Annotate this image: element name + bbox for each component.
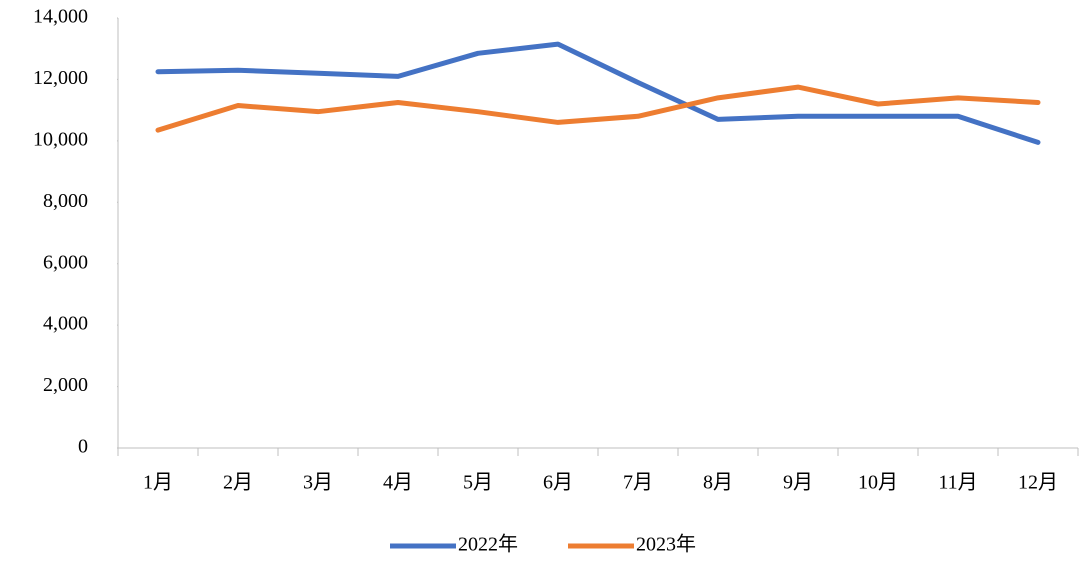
x-tick-label: 4月 — [383, 472, 413, 494]
x-tick-label: 10月 — [858, 472, 898, 494]
y-tick-label: 14,000 — [33, 6, 88, 28]
y-tick-label: 10,000 — [33, 128, 88, 150]
x-tick-label: 6月 — [543, 472, 573, 494]
y-tick-label: 6,000 — [43, 251, 88, 273]
x-tick-label: 1月 — [143, 472, 173, 494]
y-tick-label: 0 — [78, 436, 88, 458]
legend-label: 2023年 — [636, 533, 696, 556]
x-tick-label: 11月 — [938, 472, 977, 494]
x-tick-label: 9月 — [783, 472, 813, 494]
series-line — [155, 84, 1041, 133]
legend-label: 2022年 — [458, 533, 518, 556]
y-tick-label: 8,000 — [43, 190, 88, 212]
x-tick-label: 3月 — [303, 472, 333, 494]
y-tick-label: 12,000 — [33, 67, 88, 89]
x-tick-label: 5月 — [463, 472, 493, 494]
x-tick-label: 2月 — [223, 472, 253, 494]
series-line — [155, 41, 1041, 145]
y-tick-label: 2,000 — [43, 374, 88, 396]
y-tick-label: 4,000 — [43, 313, 88, 335]
x-tick-label: 12月 — [1018, 472, 1058, 494]
x-tick-label: 7月 — [623, 472, 653, 494]
x-tick-label: 8月 — [703, 472, 733, 494]
